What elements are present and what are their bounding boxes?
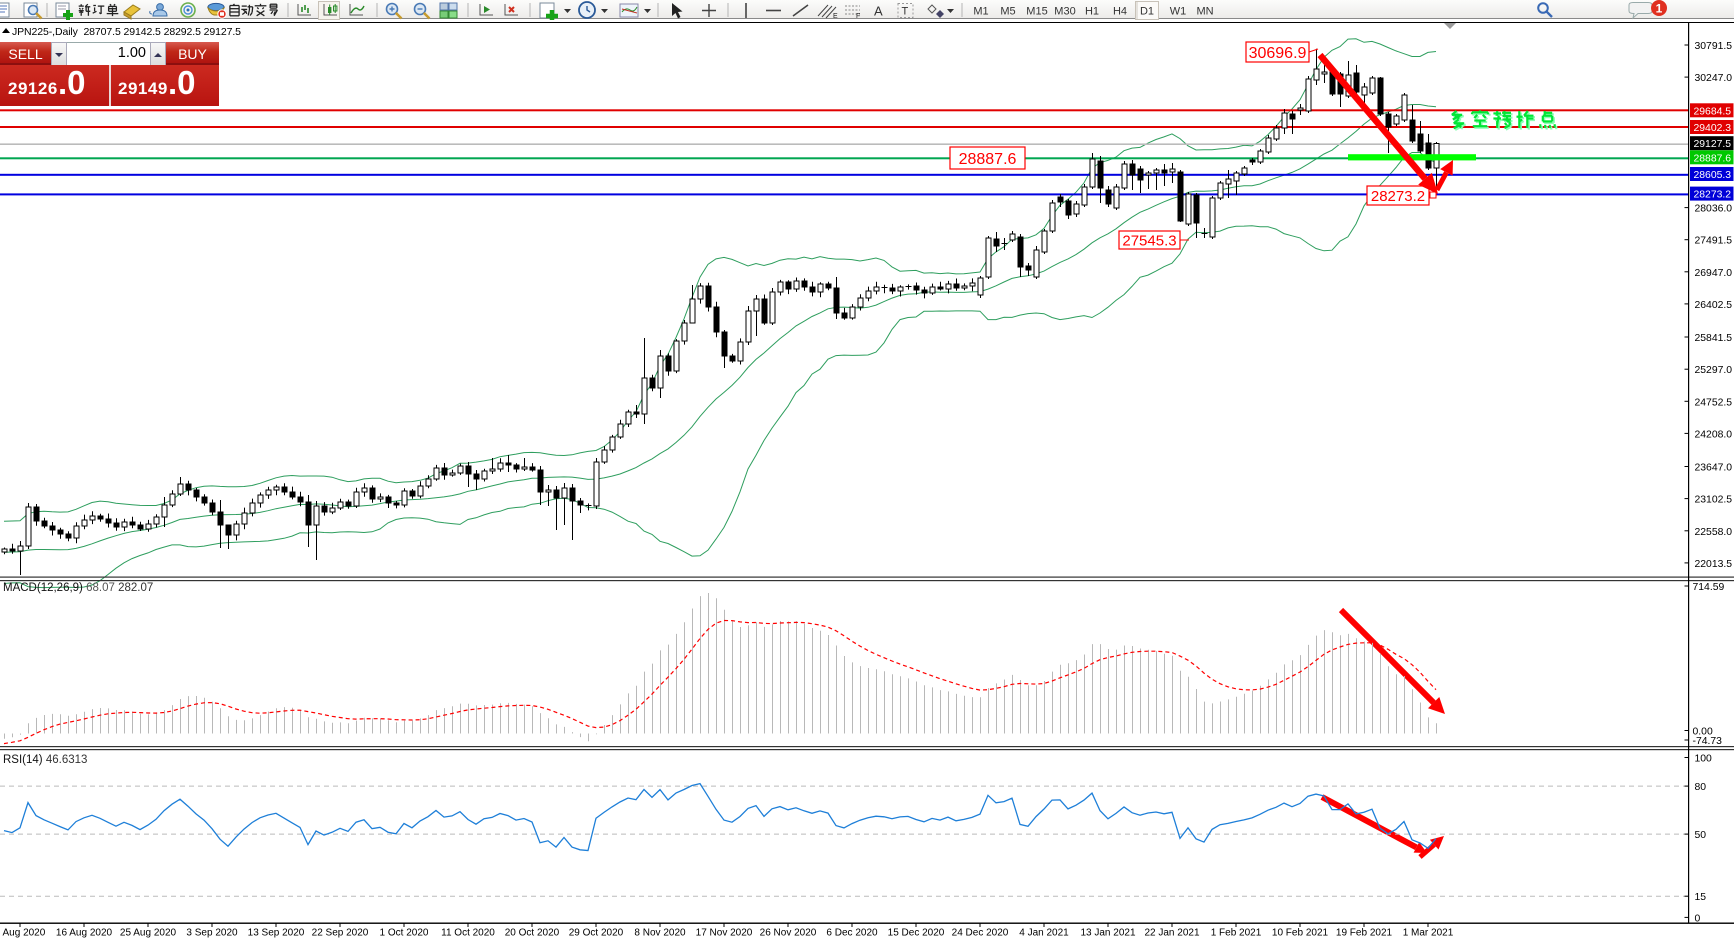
svg-text:E: E	[833, 13, 838, 20]
svg-text:29 Oct 2020: 29 Oct 2020	[569, 928, 624, 939]
svg-text:T: T	[902, 6, 909, 18]
svg-text:50: 50	[1695, 830, 1707, 841]
svg-text:D1: D1	[1140, 6, 1154, 18]
svg-text:24 Dec 2020: 24 Dec 2020	[952, 928, 1009, 939]
svg-text:M15: M15	[1026, 6, 1047, 18]
svg-text:-74.73: -74.73	[1693, 736, 1723, 747]
svg-text:22013.5: 22013.5	[1695, 559, 1733, 570]
svg-text:M1: M1	[973, 6, 988, 18]
svg-text:27491.5: 27491.5	[1695, 236, 1733, 247]
svg-text:15: 15	[1695, 892, 1707, 903]
svg-text:26947.0: 26947.0	[1695, 268, 1733, 279]
svg-text:8 Nov 2020: 8 Nov 2020	[634, 928, 686, 939]
svg-text:W1: W1	[1170, 6, 1187, 18]
svg-text:15 Dec 2020: 15 Dec 2020	[888, 928, 945, 939]
svg-text:25841.5: 25841.5	[1695, 333, 1733, 344]
svg-text:M5: M5	[1000, 6, 1015, 18]
svg-text:80: 80	[1695, 782, 1707, 793]
svg-text:28887.6: 28887.6	[959, 151, 1017, 168]
svg-text:1 Feb 2021: 1 Feb 2021	[1211, 928, 1262, 939]
svg-text:A: A	[874, 4, 883, 19]
svg-text:6 Dec 2020: 6 Dec 2020	[826, 928, 878, 939]
svg-text:19 Feb 2021: 19 Feb 2021	[1336, 928, 1393, 939]
svg-text:30696.9: 30696.9	[1249, 45, 1307, 62]
svg-text:28605.3: 28605.3	[1694, 170, 1732, 181]
svg-text:22558.0: 22558.0	[1695, 527, 1733, 538]
svg-text:25297.0: 25297.0	[1695, 365, 1733, 376]
svg-text:1 Mar 2021: 1 Mar 2021	[1403, 928, 1454, 939]
svg-text:22 Jan 2021: 22 Jan 2021	[1144, 928, 1199, 939]
svg-text:100: 100	[1695, 754, 1713, 765]
svg-text:13 Sep 2020: 13 Sep 2020	[248, 928, 305, 939]
svg-text:H1: H1	[1085, 6, 1099, 18]
svg-text:6 Aug 2020: 6 Aug 2020	[0, 928, 46, 939]
svg-text:0.00: 0.00	[1693, 727, 1713, 738]
svg-text:10 Feb 2021: 10 Feb 2021	[1272, 928, 1329, 939]
svg-text:M30: M30	[1054, 6, 1075, 18]
svg-text:F: F	[856, 13, 860, 20]
svg-text:MN: MN	[1196, 6, 1213, 18]
svg-text:H4: H4	[1113, 6, 1127, 18]
svg-text:26 Nov 2020: 26 Nov 2020	[760, 928, 817, 939]
svg-text:24752.5: 24752.5	[1695, 397, 1733, 408]
svg-text:29402.3: 29402.3	[1694, 123, 1732, 134]
svg-text:1: 1	[1656, 2, 1663, 16]
svg-text:25 Aug 2020: 25 Aug 2020	[120, 928, 177, 939]
svg-text:11 Oct 2020: 11 Oct 2020	[441, 928, 495, 939]
svg-text:MACD(12,26,9) 68.07 282.07: MACD(12,26,9) 68.07 282.07	[3, 582, 153, 594]
svg-text:30247.0: 30247.0	[1695, 73, 1733, 84]
svg-text:3 Sep 2020: 3 Sep 2020	[186, 928, 238, 939]
svg-text:29127.5: 29127.5	[1694, 139, 1732, 150]
svg-text:RSI(14) 46.6313: RSI(14) 46.6313	[3, 754, 87, 766]
svg-text:4 Jan 2021: 4 Jan 2021	[1019, 928, 1069, 939]
svg-text:29684.5: 29684.5	[1694, 106, 1732, 117]
svg-text:22 Sep 2020: 22 Sep 2020	[312, 928, 369, 939]
svg-text:28887.6: 28887.6	[1694, 153, 1732, 164]
svg-text:20 Oct 2020: 20 Oct 2020	[505, 928, 560, 939]
svg-text:26402.5: 26402.5	[1695, 300, 1733, 311]
svg-text:23647.0: 23647.0	[1695, 463, 1733, 474]
svg-text:16 Aug 2020: 16 Aug 2020	[56, 928, 113, 939]
svg-text:13 Jan 2021: 13 Jan 2021	[1080, 928, 1135, 939]
svg-text:17 Nov 2020: 17 Nov 2020	[696, 928, 753, 939]
svg-text:714.59: 714.59	[1693, 582, 1725, 593]
svg-text:28273.2: 28273.2	[1694, 190, 1732, 201]
svg-text:1 Oct 2020: 1 Oct 2020	[380, 928, 429, 939]
svg-text:28036.0: 28036.0	[1695, 204, 1733, 215]
svg-text:23102.5: 23102.5	[1695, 495, 1733, 506]
svg-text:0: 0	[1695, 913, 1701, 924]
svg-text:30791.5: 30791.5	[1695, 41, 1733, 52]
svg-text:27545.3: 27545.3	[1122, 232, 1176, 249]
svg-text:24208.0: 24208.0	[1695, 429, 1733, 440]
svg-text:28273.2: 28273.2	[1371, 188, 1425, 205]
